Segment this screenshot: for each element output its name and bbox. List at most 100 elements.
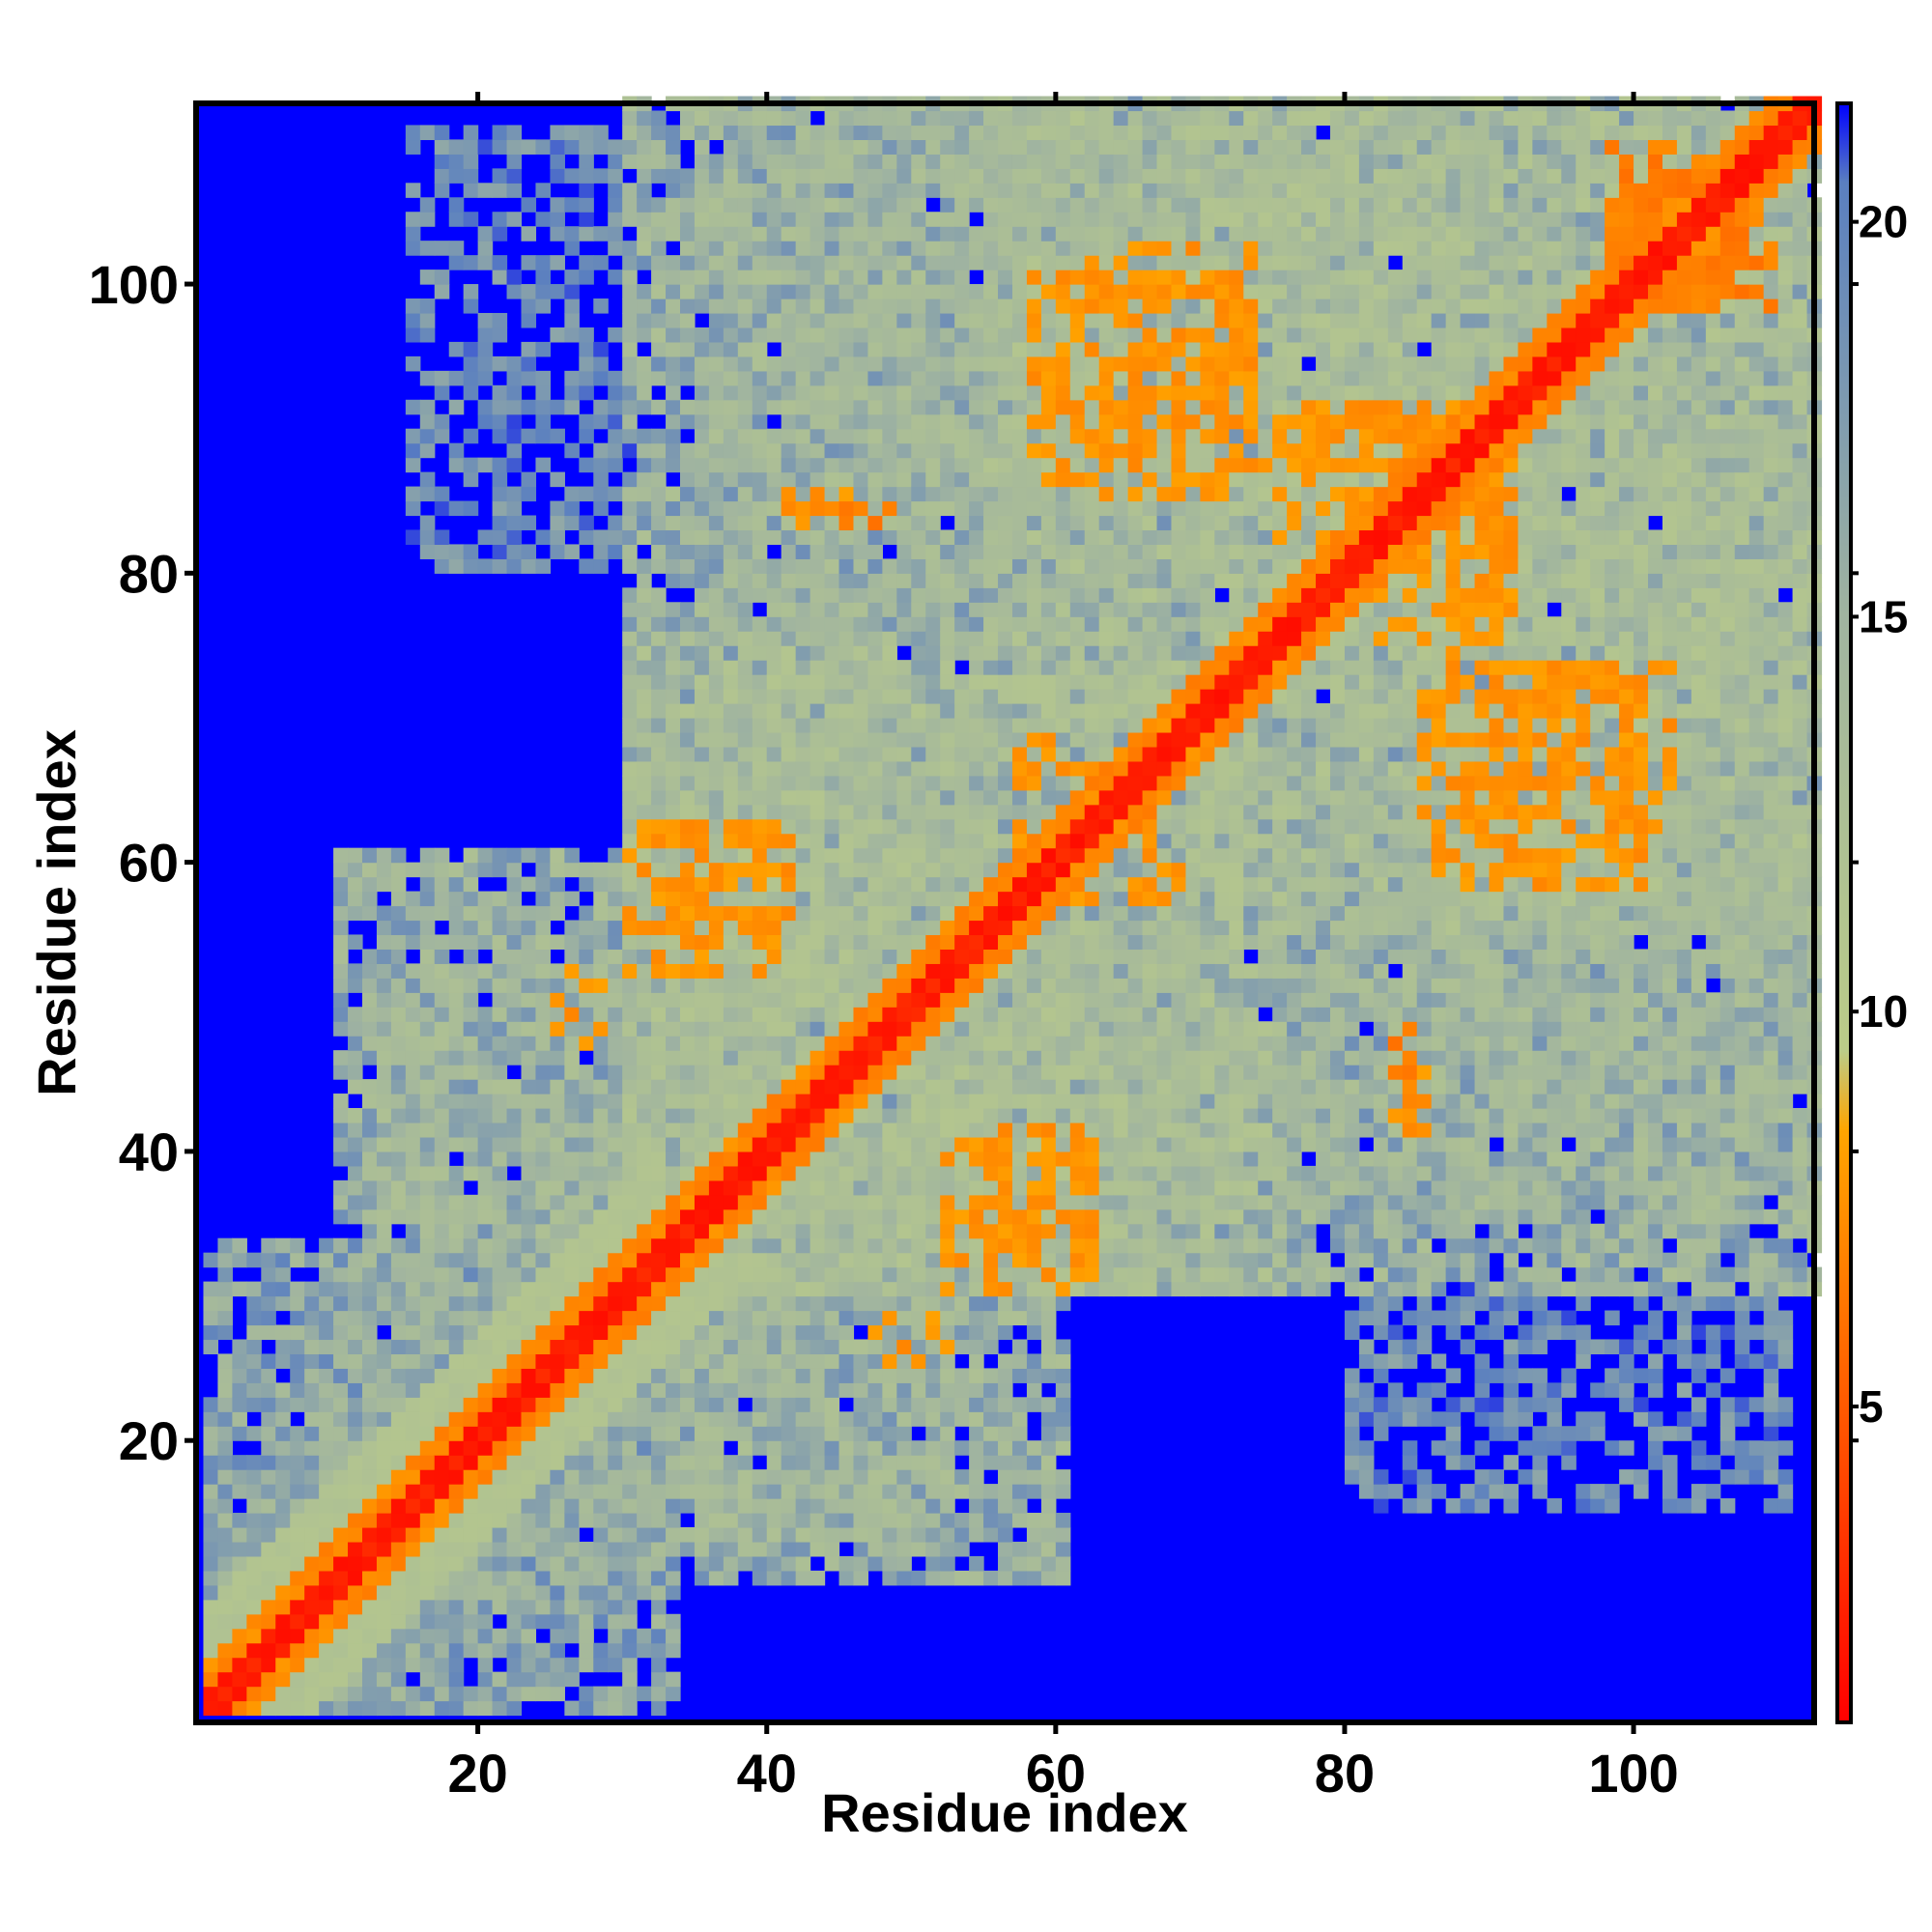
heatmap-cell bbox=[969, 934, 984, 951]
heatmap-cell bbox=[940, 399, 955, 415]
heatmap-cell bbox=[911, 1324, 926, 1341]
heatmap-cell bbox=[492, 125, 508, 141]
heatmap-cell bbox=[737, 500, 753, 517]
heatmap-cell bbox=[666, 876, 681, 893]
heatmap-cell bbox=[521, 1440, 537, 1456]
heatmap-cell bbox=[752, 1094, 768, 1109]
heatmap-cell bbox=[694, 1252, 710, 1268]
heatmap-cell bbox=[333, 1050, 349, 1065]
heatmap-cell bbox=[261, 1541, 276, 1557]
heatmap-cell bbox=[824, 1484, 840, 1499]
heatmap-cell bbox=[448, 920, 465, 936]
heatmap-cell bbox=[911, 212, 926, 227]
heatmap-cell bbox=[954, 804, 970, 820]
heatmap-cell bbox=[925, 327, 941, 343]
heatmap-cell bbox=[983, 1208, 999, 1225]
heatmap-cell bbox=[348, 1194, 363, 1210]
heatmap-cell bbox=[666, 920, 681, 936]
heatmap-cell bbox=[983, 241, 999, 256]
heatmap-cell bbox=[838, 529, 855, 546]
heatmap-cell bbox=[1026, 558, 1042, 574]
heatmap-cell bbox=[217, 1397, 233, 1412]
heatmap-cell bbox=[492, 891, 508, 907]
heatmap-cell bbox=[666, 212, 681, 227]
heatmap-cell bbox=[1011, 1426, 1028, 1441]
heatmap-cell bbox=[1040, 1426, 1057, 1441]
heatmap-cell bbox=[319, 1368, 334, 1383]
heatmap-cell bbox=[666, 689, 681, 704]
heatmap-cell bbox=[405, 1252, 421, 1268]
heatmap-cell bbox=[781, 876, 797, 893]
heatmap-cell bbox=[853, 1194, 869, 1210]
heatmap-cell bbox=[998, 833, 1013, 849]
heatmap-cell bbox=[579, 1252, 594, 1268]
heatmap-cell bbox=[867, 1411, 883, 1427]
heatmap-cell bbox=[304, 1498, 320, 1514]
heatmap-cell bbox=[492, 1455, 508, 1470]
heatmap-cell bbox=[694, 1281, 710, 1297]
heatmap-cell bbox=[737, 1411, 753, 1427]
heatmap-cell bbox=[434, 949, 450, 964]
heatmap-cell bbox=[911, 804, 926, 820]
heatmap-cell bbox=[477, 1021, 494, 1037]
heatmap-cell bbox=[867, 1094, 883, 1109]
heatmap-cell bbox=[940, 1223, 955, 1239]
heatmap-cell bbox=[781, 573, 797, 588]
heatmap-cell bbox=[564, 284, 580, 299]
heatmap-cell bbox=[940, 298, 955, 314]
heatmap-cell bbox=[766, 1324, 782, 1341]
heatmap-cell bbox=[637, 384, 652, 401]
heatmap-cell bbox=[940, 255, 955, 270]
heatmap-cell bbox=[434, 154, 450, 169]
heatmap-cell bbox=[348, 963, 363, 979]
heatmap-cell bbox=[838, 558, 855, 574]
heatmap-cell bbox=[1040, 284, 1057, 299]
heatmap-cell bbox=[969, 1036, 984, 1051]
heatmap-cell bbox=[954, 284, 970, 299]
heatmap-cell bbox=[940, 327, 955, 343]
heatmap-cell bbox=[896, 775, 912, 791]
heatmap-cell bbox=[304, 1295, 320, 1312]
heatmap-cell bbox=[781, 355, 797, 372]
heatmap-cell bbox=[637, 1223, 652, 1239]
heatmap-cell bbox=[795, 327, 811, 343]
heatmap-cell bbox=[448, 1295, 465, 1312]
heatmap-cell bbox=[564, 197, 580, 213]
heatmap-cell bbox=[434, 183, 450, 198]
heatmap-cell bbox=[752, 139, 768, 155]
heatmap-cell bbox=[1011, 631, 1028, 646]
heatmap-cell bbox=[477, 1526, 494, 1543]
heatmap-cell bbox=[651, 1179, 667, 1196]
heatmap-cell bbox=[737, 1324, 753, 1341]
heatmap-cell bbox=[304, 1310, 320, 1326]
heatmap-cell bbox=[1040, 298, 1057, 314]
heatmap-cell bbox=[1069, 312, 1086, 328]
heatmap-cell bbox=[535, 1223, 552, 1239]
heatmap-cell bbox=[810, 1136, 826, 1152]
heatmap-cell bbox=[579, 1613, 594, 1630]
heatmap-cell bbox=[319, 1310, 334, 1326]
heatmap-cell bbox=[969, 486, 984, 502]
heatmap-cell bbox=[419, 1541, 436, 1557]
heatmap-cell bbox=[853, 168, 869, 184]
heatmap-cell bbox=[983, 1079, 999, 1094]
heatmap-cell bbox=[1055, 833, 1071, 849]
heatmap-cell bbox=[795, 1281, 811, 1297]
heatmap-cell bbox=[867, 1484, 883, 1499]
heatmap-cell bbox=[492, 920, 508, 936]
heatmap-cell bbox=[246, 1657, 262, 1673]
heatmap-cell bbox=[492, 1368, 508, 1383]
heatmap-cell bbox=[896, 1555, 912, 1572]
heatmap-cell bbox=[651, 703, 667, 719]
heatmap-cell bbox=[651, 110, 667, 127]
heatmap-cell bbox=[781, 602, 797, 617]
heatmap-cell bbox=[752, 399, 768, 415]
heatmap-cell bbox=[998, 1136, 1013, 1152]
heatmap-cell bbox=[896, 1094, 912, 1109]
heatmap-cell bbox=[637, 110, 652, 127]
heatmap-cell bbox=[708, 602, 724, 617]
heatmap-cell bbox=[911, 1065, 926, 1080]
heatmap-cell bbox=[477, 963, 494, 979]
heatmap-cell bbox=[333, 992, 349, 1008]
heatmap-cell bbox=[1069, 558, 1086, 574]
